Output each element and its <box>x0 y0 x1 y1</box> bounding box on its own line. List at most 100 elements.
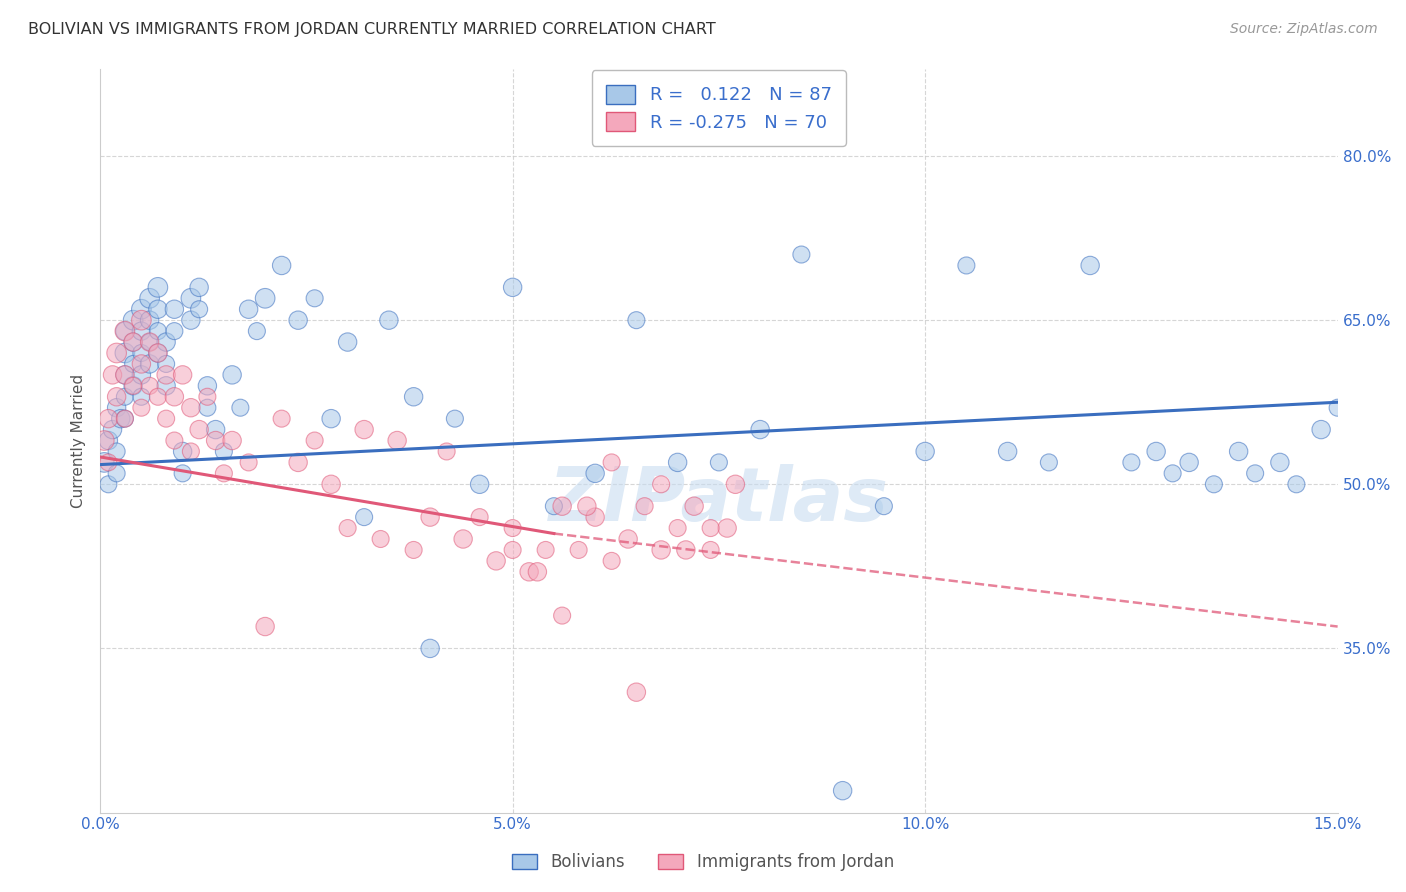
Point <box>451 532 474 546</box>
Point <box>914 444 936 458</box>
Point <box>172 467 194 481</box>
Point <box>1268 455 1291 469</box>
Point <box>146 302 169 317</box>
Point <box>254 291 277 305</box>
Point <box>270 259 292 273</box>
Point <box>195 401 218 415</box>
Point <box>287 455 309 469</box>
Point <box>114 411 136 425</box>
Point <box>172 368 194 382</box>
Point <box>502 280 524 294</box>
Point <box>716 521 738 535</box>
Point <box>600 554 623 568</box>
Text: Source: ZipAtlas.com: Source: ZipAtlas.com <box>1230 22 1378 37</box>
Point <box>583 510 606 524</box>
Point <box>1285 477 1308 491</box>
Point <box>1310 423 1333 437</box>
Point <box>97 477 120 491</box>
Point <box>955 259 977 273</box>
Point <box>336 521 359 535</box>
Point <box>155 411 177 425</box>
Point <box>163 324 186 338</box>
Point <box>724 477 747 491</box>
Point <box>1244 467 1267 481</box>
Point <box>336 334 359 349</box>
Point <box>238 455 260 469</box>
Point <box>1161 467 1184 481</box>
Point <box>97 411 120 425</box>
Legend: Bolivians, Immigrants from Jordan: Bolivians, Immigrants from Jordan <box>503 845 903 880</box>
Point <box>101 368 124 382</box>
Point <box>180 291 202 305</box>
Point <box>699 521 721 535</box>
Point <box>212 467 235 481</box>
Point <box>105 346 128 360</box>
Point <box>122 334 145 349</box>
Point <box>378 313 401 327</box>
Point <box>114 346 136 360</box>
Point <box>254 619 277 633</box>
Point <box>114 368 136 382</box>
Point <box>163 434 186 448</box>
Point <box>831 783 853 797</box>
Point <box>551 499 574 513</box>
Point <box>188 302 211 317</box>
Point <box>600 455 623 469</box>
Point <box>749 423 772 437</box>
Point <box>468 477 491 491</box>
Point <box>304 434 326 448</box>
Point <box>146 324 169 338</box>
Point <box>204 434 226 448</box>
Point <box>97 455 120 469</box>
Point <box>204 423 226 437</box>
Point <box>212 444 235 458</box>
Point <box>419 641 441 656</box>
Point <box>683 499 706 513</box>
Text: BOLIVIAN VS IMMIGRANTS FROM JORDAN CURRENTLY MARRIED CORRELATION CHART: BOLIVIAN VS IMMIGRANTS FROM JORDAN CURRE… <box>28 22 716 37</box>
Point <box>444 411 467 425</box>
Point <box>146 346 169 360</box>
Point <box>110 411 132 425</box>
Point <box>707 455 730 469</box>
Point <box>163 302 186 317</box>
Point <box>188 423 211 437</box>
Point <box>131 368 153 382</box>
Point <box>229 401 252 415</box>
Point <box>131 346 153 360</box>
Point <box>1078 259 1101 273</box>
Point <box>172 444 194 458</box>
Point <box>502 543 524 558</box>
Point <box>97 434 120 448</box>
Point <box>138 334 160 349</box>
Point <box>666 455 689 469</box>
Point <box>221 368 243 382</box>
Point <box>675 543 697 558</box>
Point <box>114 411 136 425</box>
Point <box>146 346 169 360</box>
Point <box>138 379 160 393</box>
Point <box>370 532 392 546</box>
Point <box>534 543 557 558</box>
Point <box>138 357 160 371</box>
Point <box>873 499 896 513</box>
Point <box>131 302 153 317</box>
Point <box>543 499 565 513</box>
Point <box>122 379 145 393</box>
Point <box>131 313 153 327</box>
Point <box>568 543 591 558</box>
Point <box>155 357 177 371</box>
Point <box>633 499 655 513</box>
Point <box>122 313 145 327</box>
Point <box>287 313 309 327</box>
Point <box>180 401 202 415</box>
Point <box>468 510 491 524</box>
Point <box>195 379 218 393</box>
Point <box>997 444 1019 458</box>
Point <box>188 280 211 294</box>
Legend: R =   0.122   N = 87, R = -0.275   N = 70: R = 0.122 N = 87, R = -0.275 N = 70 <box>592 70 846 146</box>
Point <box>402 390 425 404</box>
Text: ZIPatlas: ZIPatlas <box>548 464 889 537</box>
Point <box>650 543 672 558</box>
Point <box>122 334 145 349</box>
Point <box>122 379 145 393</box>
